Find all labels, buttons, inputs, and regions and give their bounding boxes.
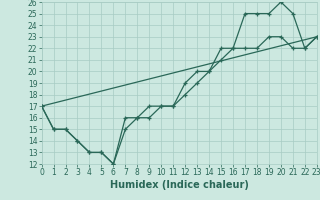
X-axis label: Humidex (Indice chaleur): Humidex (Indice chaleur) [110,180,249,190]
